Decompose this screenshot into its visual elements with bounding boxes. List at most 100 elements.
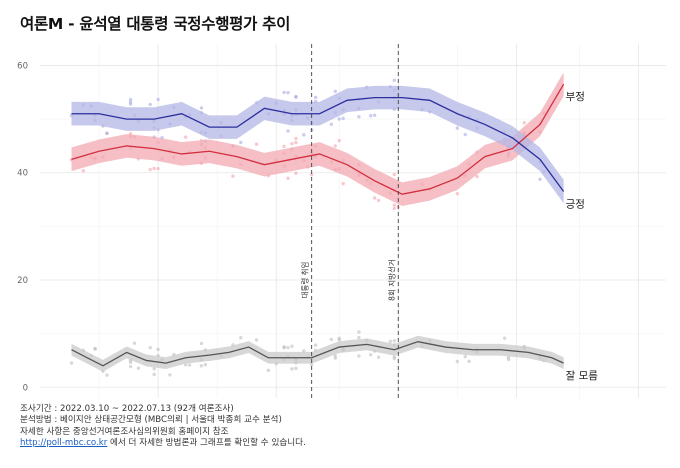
poll-point [538, 177, 542, 181]
poll-point [69, 361, 74, 365]
poll-point [455, 191, 460, 196]
poll-point [128, 364, 133, 369]
series-line [71, 341, 564, 367]
poll-point [376, 198, 381, 203]
poll-point [239, 140, 243, 145]
poll-point [333, 89, 337, 94]
poll-point [376, 355, 381, 359]
poll-point [309, 362, 314, 367]
poll-point [302, 133, 306, 137]
poll-point [357, 354, 361, 358]
poll-point [392, 172, 397, 177]
survey-period-note: 조사기간 : 2022.03.10 ~ 2022.07.13 (92개 여론조사… [20, 404, 234, 414]
poll-point [357, 115, 361, 119]
event-label: 8회 지방선거 [386, 259, 396, 301]
poll-point [337, 138, 341, 143]
poll-point [136, 366, 141, 370]
poll-point [203, 362, 208, 367]
poll-point [93, 347, 97, 351]
poll-point [463, 132, 467, 137]
poll-point [183, 135, 188, 139]
poll-point [81, 168, 86, 173]
poll-point [372, 196, 377, 200]
poll-point [502, 336, 507, 340]
poll-point [337, 336, 341, 340]
poll-point [128, 102, 133, 106]
poll-point [455, 126, 460, 130]
poll-point [357, 330, 361, 334]
poll-point [266, 368, 271, 373]
series-line [71, 96, 565, 192]
poll-point [282, 90, 286, 95]
poll-point [388, 339, 393, 344]
poll-point [333, 354, 337, 358]
series-line [71, 83, 565, 195]
poll-point [286, 129, 290, 133]
poll-point [313, 343, 318, 347]
poll-point [132, 341, 137, 345]
poll-point [341, 181, 345, 186]
poll-point [294, 366, 298, 371]
poll-point [254, 142, 259, 146]
poll-point [282, 144, 286, 149]
poll-link[interactable]: http://poll-mbc.co.kr [20, 438, 108, 449]
poll-point [152, 372, 156, 377]
poll-point [183, 363, 188, 367]
poll-point [369, 114, 373, 118]
poll-point [156, 166, 160, 171]
poll-point [231, 174, 235, 178]
poll-point [522, 121, 526, 125]
poll-point [329, 122, 334, 126]
confidence-band [71, 85, 564, 204]
poll-point [199, 341, 204, 346]
poll-point [392, 203, 397, 207]
poll-point [392, 78, 397, 82]
poll-point [392, 339, 397, 343]
event-label: 대통령 취임 [301, 262, 310, 299]
poll-point [290, 344, 294, 348]
confidence-band [71, 335, 564, 372]
poll-point [333, 144, 337, 148]
link-note: http://poll-mbc.co.kr 에서 더 자세한 방법론과 그래프를… [20, 438, 306, 449]
poll-point [156, 97, 160, 102]
poll-point [392, 206, 397, 211]
poll-point [290, 142, 294, 146]
poll-point [168, 373, 172, 377]
chart-title: 여론M - 윤석열 대통령 국정수행평가 추이 [20, 15, 291, 33]
poll-point [372, 113, 377, 118]
link-note-rest: 에서 더 자세한 방법론과 그래프를 확인할 수 있습니다. [107, 438, 306, 449]
poll-point [369, 353, 373, 357]
poll-point [294, 94, 298, 99]
poll-point [286, 345, 290, 350]
y-tick-label: 0 [23, 383, 28, 393]
poll-point [302, 349, 306, 353]
poll-point [294, 140, 298, 145]
poll-point [329, 337, 334, 342]
poll-point [475, 174, 479, 179]
poll-point [156, 347, 160, 352]
poll-point [199, 106, 204, 110]
poll-point [313, 95, 318, 100]
poll-point [254, 338, 259, 342]
confidence-band [71, 72, 564, 206]
method-note: 분석방법 : 베이지안 상태공간모형 (MBC의뢰 | 서울대 박종희 교수 분… [20, 415, 282, 426]
poll-point [463, 355, 467, 359]
series-label: 긍정 [566, 199, 585, 211]
poll-point [294, 136, 298, 141]
poll-point [282, 346, 286, 350]
poll-point [341, 116, 345, 121]
y-tick-label: 40 [17, 169, 28, 179]
poll-point [455, 359, 460, 364]
poll-point [105, 131, 109, 135]
poll-point [199, 364, 204, 368]
poll-point [152, 166, 156, 171]
poll-point [357, 335, 361, 340]
y-tick-label: 20 [17, 276, 28, 286]
poll-point [506, 355, 511, 360]
poll-point [148, 346, 152, 350]
poll-point [337, 117, 341, 121]
poll-point [105, 373, 109, 377]
poll-point [286, 176, 290, 181]
poll-point [148, 167, 152, 172]
